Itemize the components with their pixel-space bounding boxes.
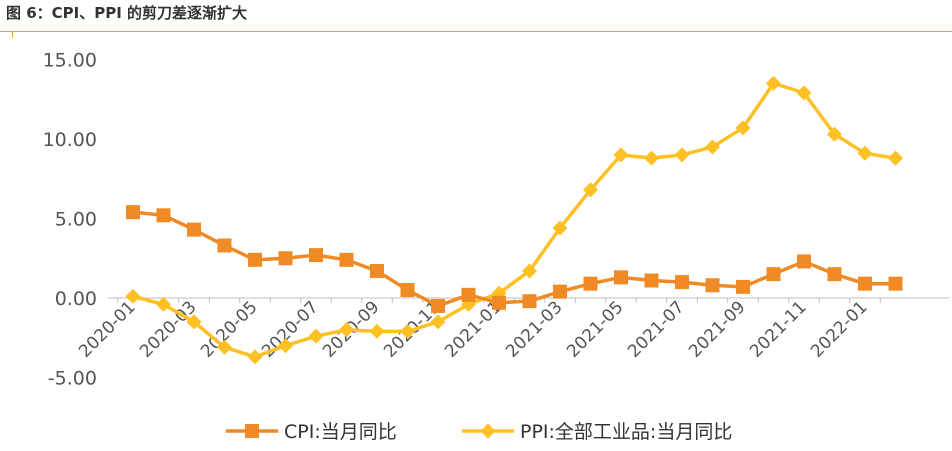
ppi-data-point	[796, 85, 812, 101]
cpi-data-point	[187, 222, 201, 237]
cpi-data-point	[705, 278, 720, 293]
cpi-data-point	[461, 287, 476, 302]
ppi-data-point	[674, 147, 690, 163]
legend-marker	[245, 424, 259, 438]
cpi-data-point	[156, 208, 171, 223]
ppi-data-point	[400, 323, 415, 339]
cpi-line	[132, 210, 896, 308]
ppi-data-point	[552, 220, 568, 236]
y-tick-label: -5.00	[48, 368, 97, 390]
ppi-data-point	[613, 147, 629, 163]
ppi-data-point	[857, 145, 873, 161]
cpi-data-point	[583, 276, 598, 291]
ppi-data-point	[125, 288, 141, 304]
cpi-data-point	[797, 254, 811, 269]
figure-title: 图 6：CPI、PPI 的剪刀差逐渐扩大	[6, 4, 248, 22]
y-tick-label: 10.00	[43, 129, 97, 151]
legend-label: CPI:当月同比	[284, 421, 397, 443]
ppi-data-point	[430, 314, 446, 330]
ppi-data-point	[644, 150, 659, 166]
y-tick-label: 15.00	[43, 50, 97, 72]
ppi-data-point	[308, 328, 324, 344]
cpi-data-point	[248, 252, 262, 267]
chart-series	[125, 75, 903, 365]
ppi-data-point	[217, 339, 232, 355]
x-axis-ticks: 2020-012020-032020-052020-072020-092020-…	[75, 297, 881, 362]
cpi-data-point	[400, 283, 415, 298]
x-tick-label: 2021-07	[624, 297, 688, 361]
y-tick-label: 5.00	[55, 209, 97, 231]
cpi-data-point	[553, 284, 567, 299]
x-tick-label: 2022-01	[807, 297, 871, 361]
ppi-data-point	[735, 120, 751, 136]
cpi-data-point	[736, 279, 750, 294]
cpi-data-point	[522, 294, 537, 309]
cpi-data-point	[675, 275, 689, 290]
ppi-data-point	[247, 349, 263, 365]
title-underline	[0, 31, 952, 32]
x-tick-label: 2020-05	[197, 297, 261, 361]
ppi-data-point	[888, 150, 903, 166]
ppi-data-point	[278, 338, 293, 354]
cpi-data-point	[766, 267, 781, 282]
ppi-data-point	[705, 139, 720, 155]
ppi-data-point	[339, 322, 354, 338]
legend-cpi: CPI:当月同比	[226, 421, 397, 443]
cpi-data-point	[614, 270, 628, 285]
cpi-data-point	[370, 263, 384, 278]
ppi-data-point	[766, 75, 781, 91]
title-underline-tick	[12, 31, 13, 38]
cpi-data-point	[217, 238, 232, 253]
ppi-series	[125, 75, 903, 365]
x-tick-label: 2021-05	[563, 297, 627, 361]
y-axis-ticks: -5.00 0.00 5.00 10.00 15.00	[43, 50, 97, 390]
x-tick-label: 2021-11	[746, 297, 810, 361]
cpi-data-point	[309, 248, 323, 263]
cpi-data-point	[888, 276, 903, 291]
x-tick-label: 2021-09	[685, 297, 749, 361]
cpi-data-point	[827, 267, 842, 282]
legend-label: PPI:全部工业品:当月同比	[520, 421, 732, 443]
ppi-data-point	[156, 296, 171, 312]
cpi-data-point	[126, 205, 140, 220]
cpi-data-point	[492, 295, 506, 310]
y-tick-label: 0.00	[55, 288, 97, 310]
cpi-data-point	[858, 276, 872, 291]
ppi-data-point	[186, 314, 202, 330]
cpi-data-point	[644, 273, 659, 288]
ppi-data-point	[827, 126, 842, 142]
ppi-data-point	[369, 323, 385, 339]
ppi-data-point	[522, 263, 537, 279]
chart-legend: CPI:当月同比 PPI:全部工业品:当月同比	[226, 421, 732, 443]
ppi-data-point	[583, 182, 598, 198]
cpi-data-point	[431, 298, 445, 313]
cpi-data-point	[339, 252, 354, 267]
cpi-series	[126, 205, 903, 313]
legend-marker	[480, 423, 496, 439]
cpi-data-point	[278, 251, 293, 266]
legend-ppi: PPI:全部工业品:当月同比	[462, 421, 732, 443]
